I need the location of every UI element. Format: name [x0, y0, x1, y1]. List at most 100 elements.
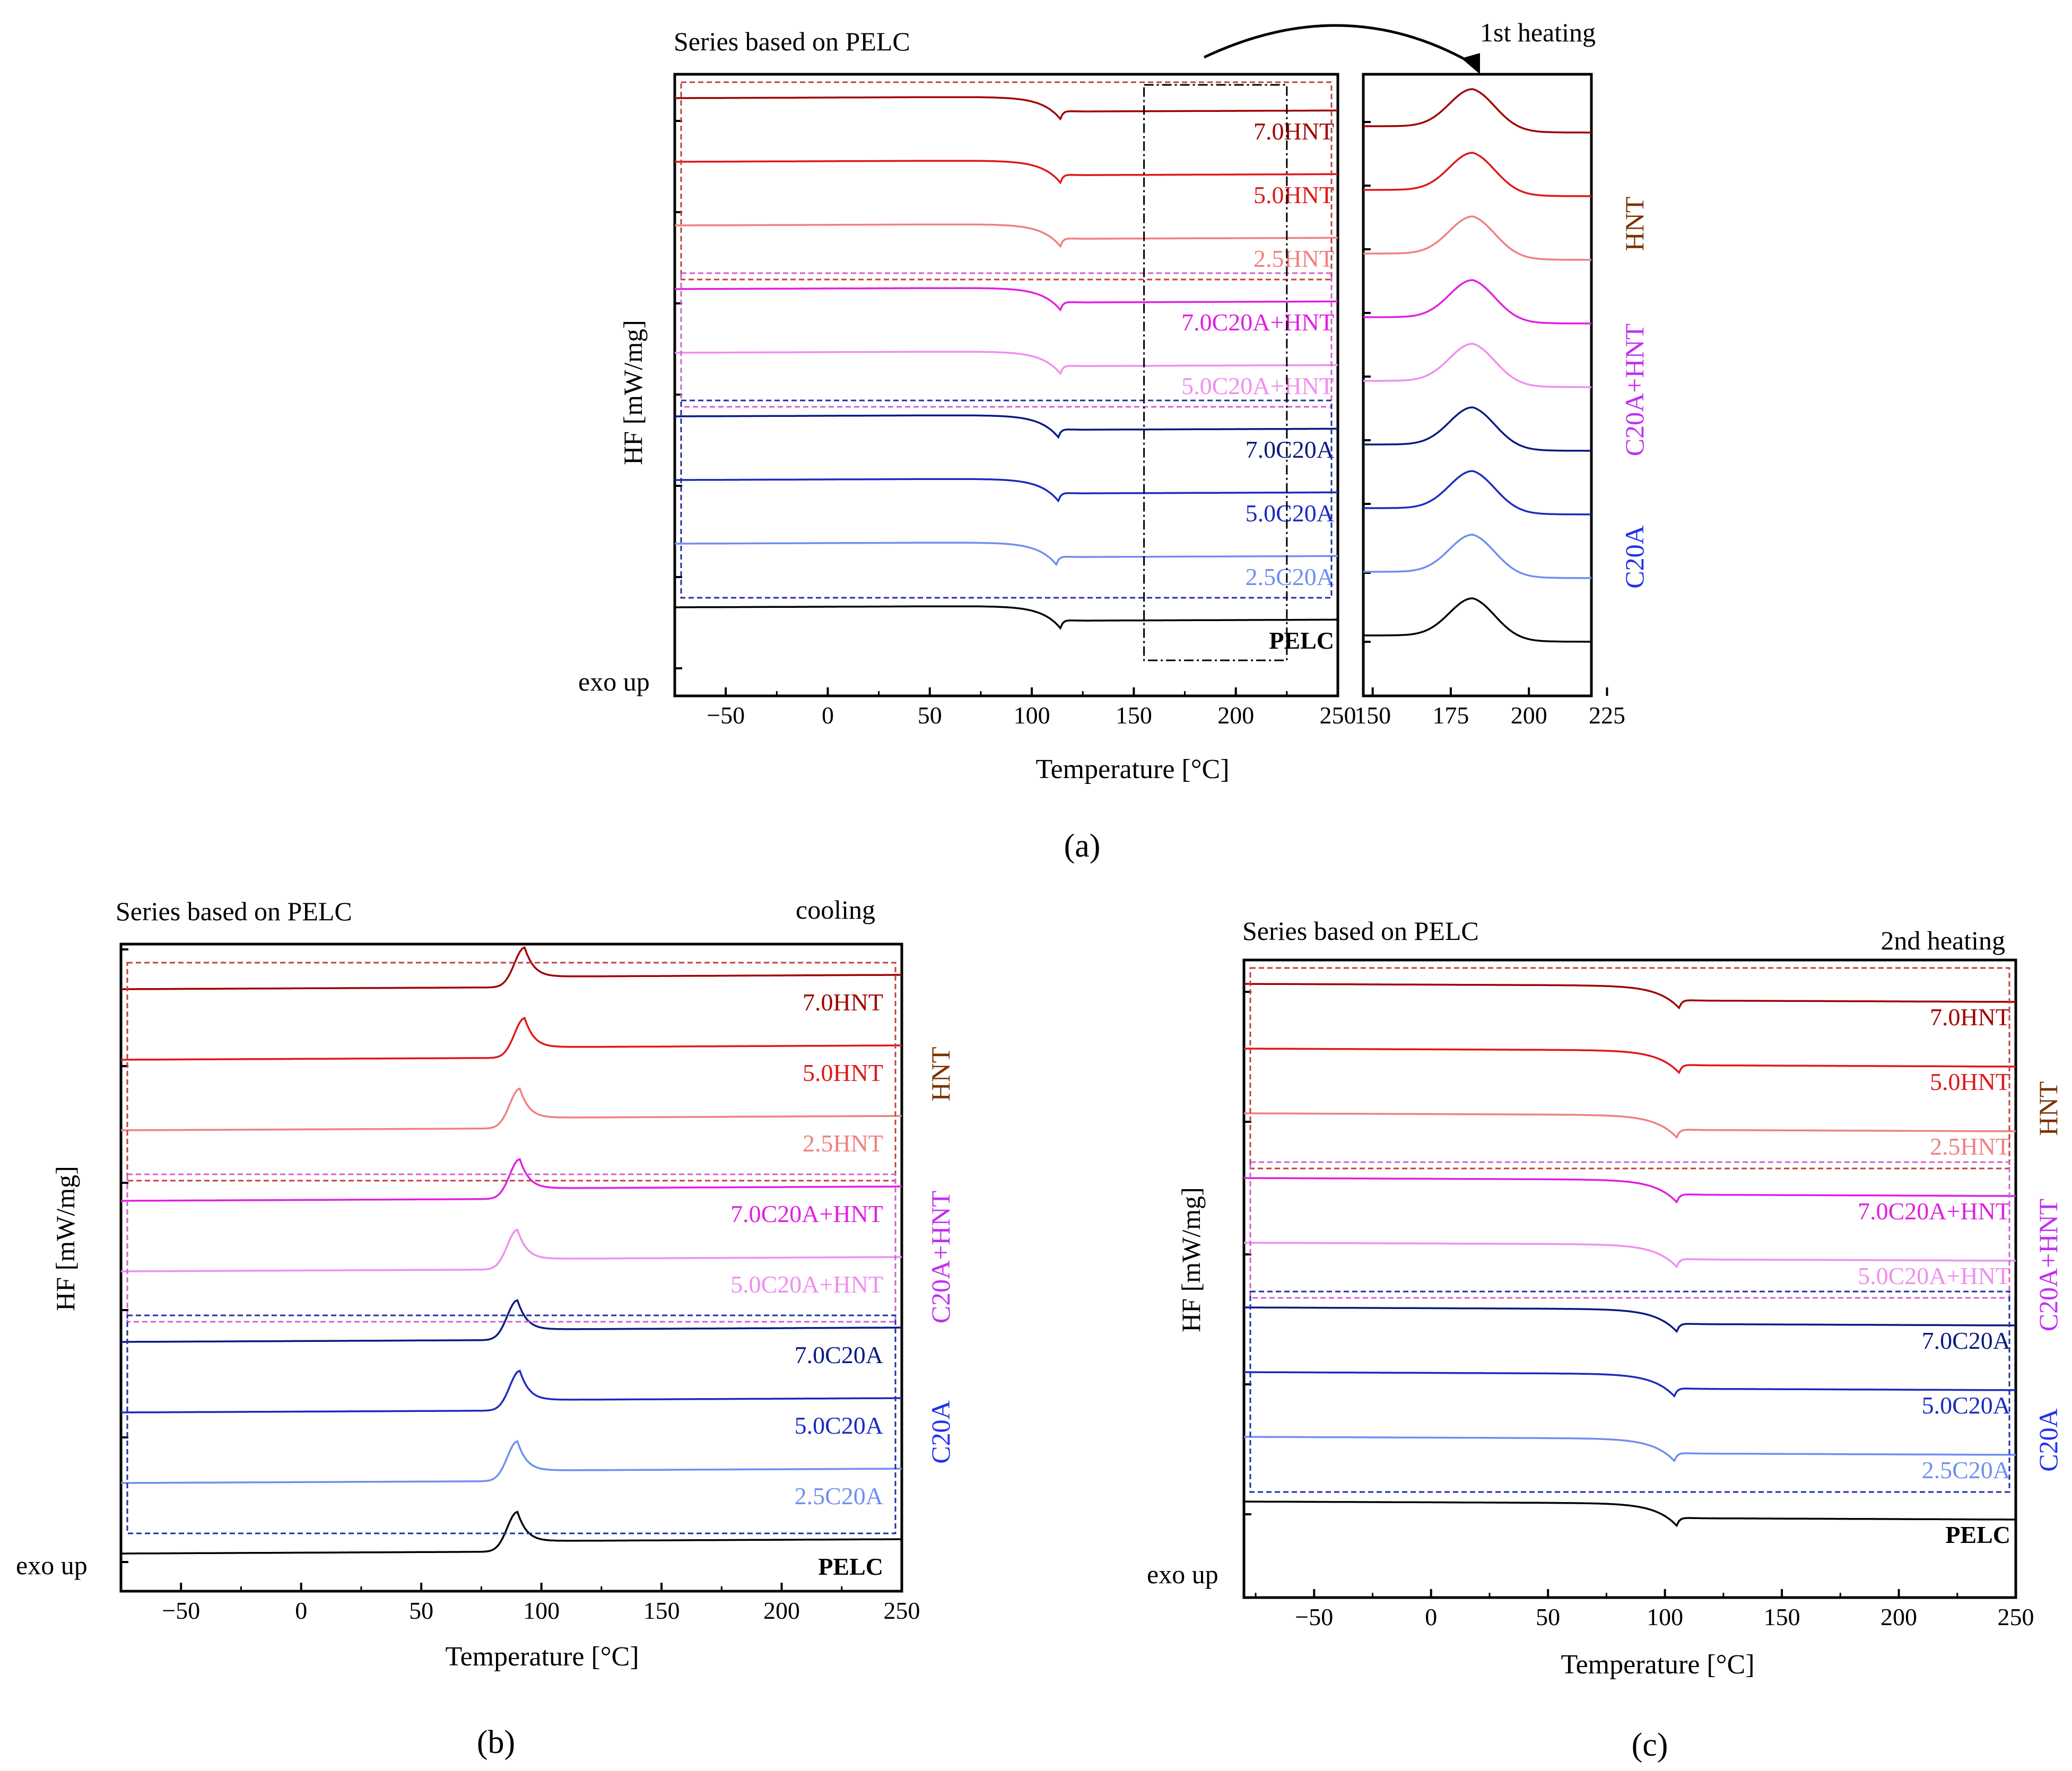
a-main-group-box-2	[680, 399, 1333, 599]
b-label-5-0c20a-hnt: 5.0C20A+HNT	[730, 1271, 883, 1298]
group-label-c20a-a: C20A	[1620, 525, 1649, 588]
b-x-tick-label: 50	[409, 1597, 433, 1624]
group-label-c20a-b: C20A	[926, 1400, 955, 1463]
c-group-box-1	[1249, 1161, 2010, 1299]
b-label-7-0c20a-hnt: 7.0C20A+HNT	[730, 1200, 883, 1227]
a-main-label-5-0hnt: 5.0HNT	[1253, 181, 1334, 208]
panel-b-plot: −50 0 50 100 150 200 250 7.0HNT 5.0HNT 2.5HNT 7.0C…	[119, 943, 920, 1624]
a-main-series-5-0c20a-hnt	[675, 351, 1338, 376]
panel-a-corner-label: exo up	[578, 667, 650, 696]
b-x-tick-label: 200	[763, 1597, 800, 1624]
a-main-axis-frame	[673, 73, 1339, 697]
panel-a-title: Series based on PELC	[674, 27, 910, 56]
c-label-7-0c20a-hnt: 7.0C20A+HNT	[1858, 1198, 2010, 1225]
panel-b-label: (b)	[477, 1724, 515, 1760]
a-main-series-pelc	[675, 605, 1338, 630]
c-label-2-5c20a: 2.5C20A	[1922, 1456, 2010, 1484]
panel-c-subtitle: 2nd heating	[1881, 926, 2005, 955]
b-series-pelc	[121, 1510, 902, 1555]
panel-a-label: (a)	[1064, 828, 1101, 864]
a-main-label-2-5hnt: 2.5HNT	[1253, 245, 1334, 272]
b-series-7-0hnt	[121, 946, 902, 990]
panel-b-ylabel: HF [mW/mg]	[50, 1166, 80, 1311]
group-label-hnt-b: HNT	[926, 1047, 955, 1102]
panel-c-title: Series based on PELC	[1242, 916, 1479, 946]
a-main-x-tick-label: 200	[1217, 702, 1254, 729]
a-inset-series-7-0hnt	[1363, 88, 1591, 134]
c-label-5-0c20a: 5.0C20A	[1922, 1392, 2010, 1419]
b-label-7-0c20a: 7.0C20A	[795, 1341, 883, 1368]
zoom-arrow-head	[1461, 53, 1480, 74]
a-main-x-tick-label: 0	[822, 702, 834, 729]
c-axis-frame	[1242, 958, 2017, 1599]
b-axis-frame	[119, 943, 903, 1593]
panel-a-ylabel: HF [mW/mg]	[618, 320, 648, 465]
b-series-7-0c20a	[121, 1298, 902, 1343]
a-zoom-box	[1143, 84, 1288, 661]
zoom-arrow	[1203, 24, 1478, 68]
panel-a-main-plot: −50 0 50 100 150 200 250 7.0HNT 5.0HNT 2.5HNT 7.0C…	[673, 73, 1356, 729]
panel-c-corner-label: exo up	[1147, 1559, 1218, 1589]
a-main-series-5-0c20a	[675, 478, 1338, 503]
panel-c-label: (c)	[1632, 1727, 1668, 1763]
group-label-c20a-hnt-b: C20A+HNT	[926, 1191, 955, 1323]
b-x-tick-label: 150	[643, 1597, 680, 1624]
c-x-tick-label: −50	[1295, 1603, 1333, 1630]
b-x-tick-label: 250	[884, 1597, 920, 1624]
a-main-x-tick-label: −50	[707, 702, 745, 729]
a-inset-series-7-0c20a-hnt	[1363, 279, 1591, 325]
group-label-c20a-c: C20A	[2033, 1408, 2063, 1471]
a-main-x-tick-label: 150	[1116, 702, 1152, 729]
c-group-box-0	[1249, 967, 2010, 1170]
group-label-c20a-hnt-c: C20A+HNT	[2033, 1199, 2063, 1331]
a-main-label-7-0c20a-hnt: 7.0C20A+HNT	[1181, 309, 1334, 336]
a-main-series-7-0c20a-hnt	[675, 287, 1338, 312]
b-series-5-0hnt	[121, 1017, 902, 1061]
b-group-box-0	[126, 962, 896, 1182]
panel-a-inset-title: 1st heating	[1480, 18, 1596, 47]
c-series-5-0hnt	[1244, 1048, 2016, 1075]
group-label-hnt-a: HNT	[1620, 197, 1649, 251]
c-x-tick-label: 250	[1998, 1603, 2034, 1630]
b-x-tick-label: 100	[523, 1597, 560, 1624]
a-inset-x-tick-label: 175	[1432, 702, 1469, 729]
a-inset-x-tick-label: 225	[1589, 702, 1625, 729]
a-inset-series-pelc	[1363, 597, 1591, 643]
c-series-7-0c20a-hnt	[1244, 1177, 2016, 1204]
c-x-tick-label: 100	[1647, 1603, 1683, 1630]
a-main-series-7-0hnt	[675, 96, 1338, 121]
a-main-label-2-5c20a: 2.5C20A	[1246, 563, 1334, 590]
c-group-box-2	[1249, 1290, 2010, 1493]
a-inset-series-5-0c20a	[1363, 470, 1591, 516]
a-main-series-2-5hnt	[675, 223, 1338, 248]
panel-b-corner-label: exo up	[16, 1550, 88, 1580]
a-main-label-5-0c20a: 5.0C20A	[1246, 500, 1334, 527]
b-label-7-0hnt: 7.0HNT	[803, 989, 883, 1016]
c-label-2-5hnt: 2.5HNT	[1930, 1133, 2010, 1160]
a-main-label-7-0hnt: 7.0HNT	[1253, 118, 1334, 145]
c-series-2-5c20a	[1244, 1436, 2016, 1463]
c-series-7-0hnt	[1244, 983, 2016, 1010]
panel-b-title: Series based on PELC	[116, 896, 352, 926]
a-main-series-7-0c20a	[675, 414, 1338, 439]
panel-b-xlabel: Temperature [°C]	[445, 1642, 639, 1672]
a-inset-axis-frame	[1362, 73, 1593, 697]
a-main-group-box-1	[680, 272, 1333, 408]
panel-c-plot: −50 0 50 100 150 200 250 7.0HNT 5.0HNT 2.5HNT 7.0C…	[1242, 958, 2034, 1630]
panel-a-xlabel: Temperature [°C]	[1035, 754, 1229, 784]
c-x-tick-label: 200	[1881, 1603, 1917, 1630]
b-group-box-1	[126, 1173, 896, 1323]
c-label-7-0c20a: 7.0C20A	[1922, 1327, 2010, 1354]
a-main-x-tick-label: 100	[1014, 702, 1050, 729]
a-main-label-7-0c20a: 7.0C20A	[1246, 436, 1334, 463]
a-inset-series-2-5c20a	[1363, 534, 1591, 579]
c-series-2-5hnt	[1244, 1112, 2016, 1139]
b-label-5-0c20a: 5.0C20A	[795, 1412, 883, 1439]
b-series-2-5hnt	[121, 1087, 902, 1131]
c-series-7-0c20a	[1244, 1306, 2016, 1333]
b-group-box-2	[126, 1314, 896, 1534]
a-inset-series-7-0c20a	[1363, 406, 1591, 452]
a-main-x-tick-label: 250	[1320, 702, 1356, 729]
c-label-pelc: PELC	[1945, 1521, 2010, 1548]
b-label-2-5c20a: 2.5C20A	[795, 1482, 883, 1510]
